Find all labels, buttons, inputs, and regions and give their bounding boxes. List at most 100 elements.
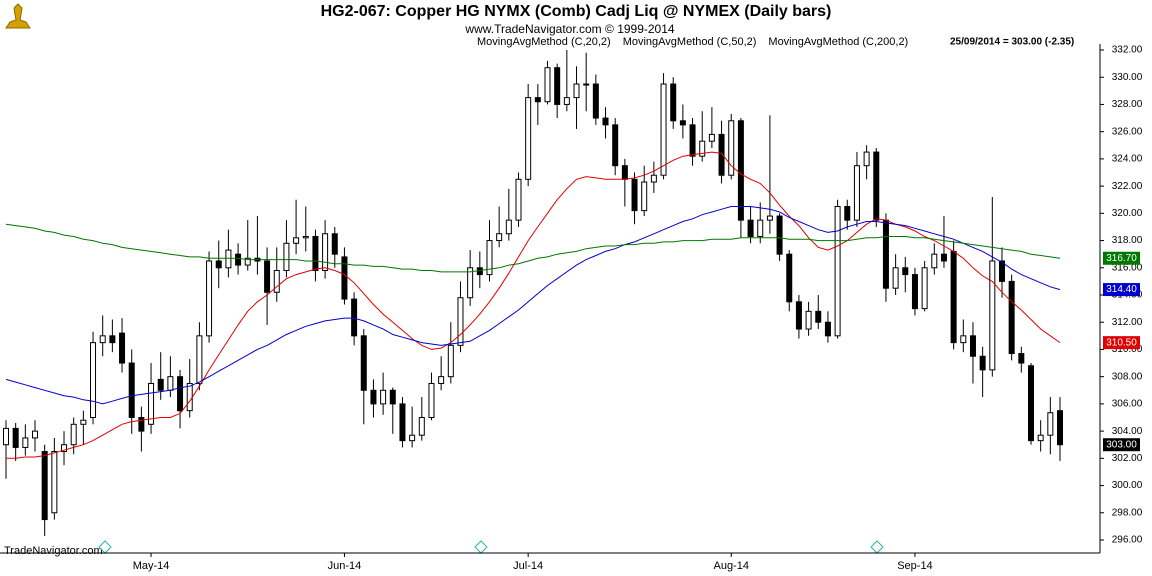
candle-body — [718, 133, 725, 176]
candle-body — [206, 260, 213, 337]
candle-body — [525, 97, 532, 180]
y-tick-label: 328.00 — [1112, 99, 1143, 110]
candle-body — [699, 140, 706, 157]
candle-body — [119, 332, 126, 364]
candle-body — [670, 83, 677, 122]
footer: TradeNavigator.com — [4, 545, 103, 557]
candle-body — [496, 233, 503, 242]
candle-body — [950, 250, 957, 344]
candle-body — [902, 267, 909, 276]
candle-body — [322, 233, 329, 271]
candle-body — [399, 403, 406, 442]
candle-body — [1018, 353, 1025, 364]
candle-body — [3, 427, 9, 446]
candle-body — [370, 389, 377, 405]
chart-subtitle: www.TradeNavigator.com © 1999-2014 — [464, 22, 674, 36]
candle-body — [341, 256, 348, 300]
candle-body — [12, 427, 19, 448]
y-tick-label: 332.00 — [1112, 45, 1143, 56]
candle-body — [853, 165, 860, 221]
candle-body — [244, 257, 251, 266]
candle-body — [196, 335, 203, 384]
y-tick-label: 302.00 — [1112, 453, 1143, 464]
legend-entry: MovingAvgMethod (C,200,2) — [768, 36, 908, 48]
candle-body — [612, 124, 619, 167]
candle-body — [235, 253, 242, 266]
candle-body — [177, 376, 184, 412]
candle-body — [109, 335, 116, 344]
candle-body — [979, 355, 986, 371]
chart-title: HG2-067: Copper HG NYMX (Comb) Cadj Liq … — [321, 3, 832, 20]
y-tick-label: 306.00 — [1112, 399, 1143, 410]
end-label-box — [1103, 438, 1140, 452]
candle-body — [1057, 410, 1063, 446]
candle-body — [534, 97, 541, 103]
y-tick-label: 326.00 — [1112, 126, 1143, 137]
candle-body — [90, 342, 97, 418]
candle-body — [157, 378, 164, 391]
candle-body — [186, 382, 193, 412]
y-tick-label: 298.00 — [1112, 507, 1143, 518]
y-tick-label: 324.00 — [1112, 154, 1143, 165]
candle-body — [273, 270, 280, 293]
candle-body — [428, 382, 435, 419]
candle-body — [631, 178, 638, 212]
y-tick-label: 322.00 — [1112, 181, 1143, 192]
candle-body — [824, 321, 831, 337]
candle-body — [679, 120, 686, 126]
x-tick-label: May-14 — [133, 560, 170, 572]
candle-body — [795, 301, 802, 330]
end-label: 316.70 — [1106, 253, 1137, 264]
candle-body — [447, 344, 454, 378]
candle-body — [573, 83, 580, 99]
candle-body — [293, 237, 300, 244]
logo — [5, 3, 31, 29]
candle-body — [128, 362, 135, 418]
candle-body — [409, 434, 416, 442]
candle-body — [786, 253, 793, 303]
candle-body — [215, 260, 222, 269]
candle-body — [138, 417, 145, 432]
end-label-box — [1103, 283, 1140, 297]
candle-body — [167, 376, 174, 391]
candle-body — [554, 67, 561, 105]
candle-body — [331, 233, 338, 255]
candle-body — [32, 430, 39, 439]
y-tick-label: 316.00 — [1112, 262, 1143, 273]
candle-body — [515, 178, 522, 221]
candle-body — [99, 335, 106, 344]
candle-body — [389, 389, 396, 405]
candle-body — [418, 417, 425, 436]
candle-body — [863, 151, 870, 167]
ma-line — [6, 151, 1061, 459]
candle-body — [766, 215, 773, 221]
candle-body — [22, 437, 29, 448]
candle-body — [931, 253, 938, 269]
x-tick-label: Jul-14 — [513, 560, 543, 572]
y-tick-label: 300.00 — [1112, 480, 1143, 491]
candle-body — [264, 260, 271, 293]
candle-body — [225, 249, 232, 269]
candle-body — [757, 219, 764, 237]
y-tick-label: 304.00 — [1112, 426, 1143, 437]
end-label: 303.00 — [1106, 439, 1137, 450]
end-label: 310.50 — [1106, 337, 1137, 348]
candle-body — [70, 423, 77, 446]
candle-body — [312, 235, 319, 272]
candle-body — [776, 215, 783, 255]
candle-body — [505, 219, 512, 235]
ma-line — [5, 223, 1061, 273]
candle-body — [873, 151, 880, 221]
y-tick-label: 312.00 — [1112, 317, 1143, 328]
candle-body — [1047, 412, 1054, 436]
candle-body — [940, 253, 947, 262]
candle-body — [689, 124, 696, 157]
candle-body — [380, 389, 387, 405]
y-tick-label: 318.00 — [1112, 235, 1143, 246]
candle-body — [921, 267, 928, 310]
candle-body — [61, 444, 68, 453]
x-tick-label: Aug-14 — [713, 560, 748, 572]
candle-body — [360, 335, 367, 391]
end-label-box — [1103, 251, 1140, 265]
candle-body — [80, 419, 87, 425]
